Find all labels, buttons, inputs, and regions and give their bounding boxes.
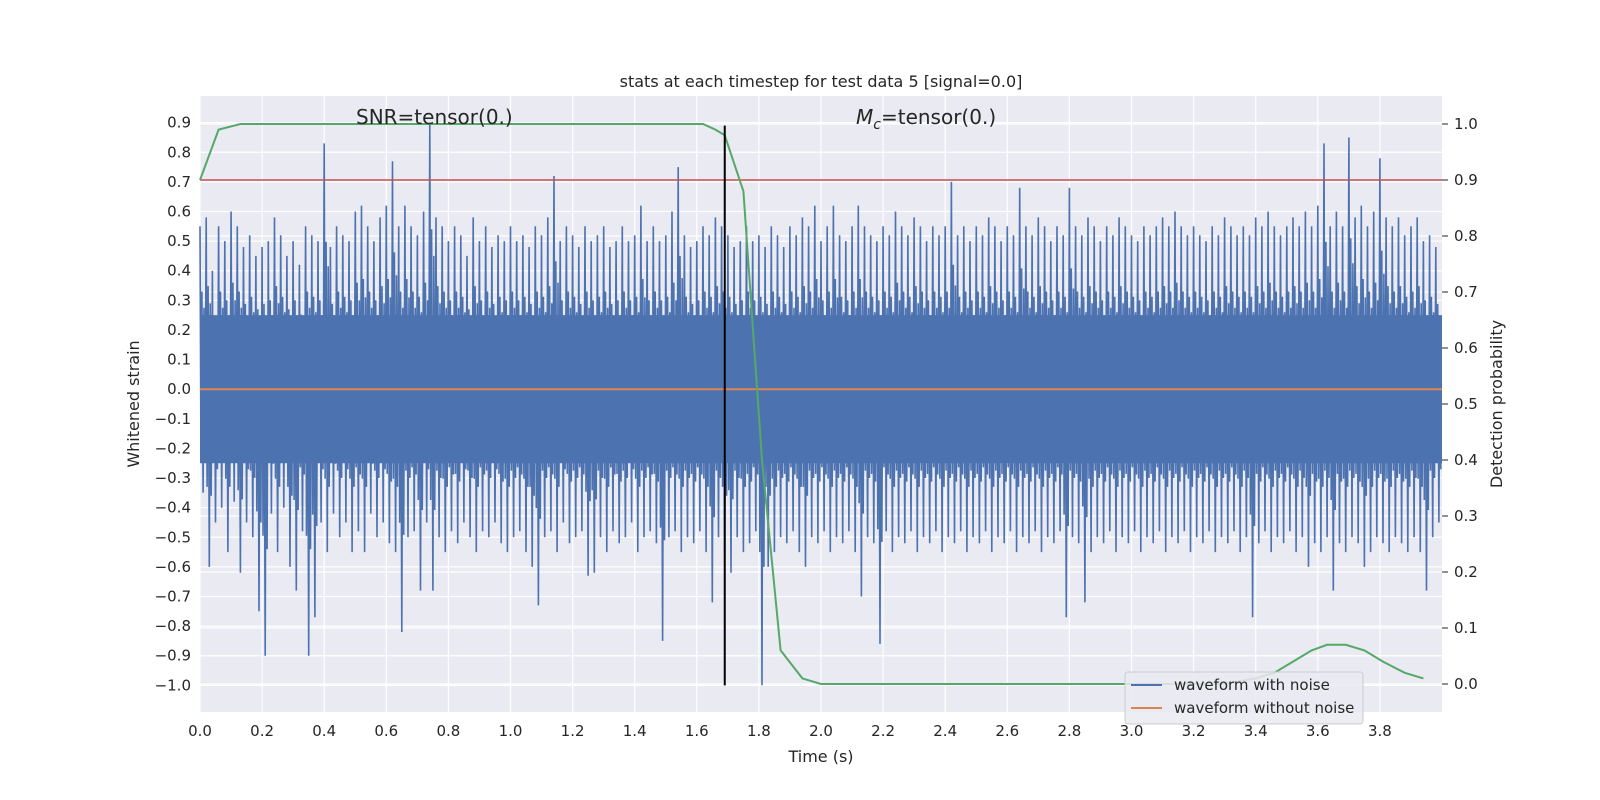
y2-tick-label-7: 0.3 bbox=[1454, 507, 1478, 525]
y-tick-label-10: −0.1 bbox=[155, 410, 191, 428]
x-tick-label-14: 2.8 bbox=[1057, 722, 1081, 740]
x-tick-label-2: 0.4 bbox=[312, 722, 336, 740]
x-tick-label-15: 3.0 bbox=[1120, 722, 1144, 740]
x-tick-label-11: 2.2 bbox=[871, 722, 895, 740]
x-tick-label-6: 1.2 bbox=[561, 722, 585, 740]
series-layer bbox=[199, 122, 1442, 686]
y2-axis-ticks: 1.0 0.9 0.8 0.7 0.6 0.5 0.4 0.3 0.2 0.1 0.0 bbox=[1442, 115, 1478, 693]
y2-axis-label: Detection probability bbox=[1487, 320, 1506, 488]
x-axis-ticks: 0.0 0.2 0.4 0.6 0.8 1.0 1.2 1.4 1.6 1.8 2.0 2.2 2.4 2… bbox=[188, 722, 1392, 740]
x-tick-label-8: 1.6 bbox=[685, 722, 709, 740]
y2-tick-label-8: 0.2 bbox=[1454, 563, 1478, 581]
y-tick-label-1: 0.8 bbox=[167, 143, 191, 161]
x-tick-label-10: 2.0 bbox=[809, 722, 833, 740]
y-tick-label-0: 0.9 bbox=[167, 114, 191, 132]
mc-subscript: c bbox=[873, 117, 881, 133]
series-waveform-with-noise bbox=[199, 122, 1442, 686]
y-tick-label-9: 0.0 bbox=[167, 380, 191, 398]
y2-tick-label-3: 0.7 bbox=[1454, 283, 1478, 301]
x-tick-label-9: 1.8 bbox=[747, 722, 771, 740]
mc-annotation: Mc=tensor(0.) bbox=[856, 105, 996, 133]
y-tick-label-5: 0.4 bbox=[167, 262, 191, 280]
y-tick-label-7: 0.2 bbox=[167, 321, 191, 339]
y2-tick-label-2: 0.8 bbox=[1454, 227, 1478, 245]
x-tick-label-17: 3.4 bbox=[1244, 722, 1268, 740]
legend-label-noise: waveform with noise bbox=[1174, 676, 1330, 694]
chart-title: stats at each timestep for test data 5 [… bbox=[620, 72, 1023, 91]
mc-symbol: M bbox=[856, 105, 873, 129]
y-tick-label-16: −0.7 bbox=[155, 588, 191, 606]
y-tick-label-3: 0.6 bbox=[167, 203, 191, 221]
snr-annotation: SNR=tensor(0.) bbox=[356, 105, 513, 129]
x-tick-label-19: 3.8 bbox=[1368, 722, 1392, 740]
x-tick-label-18: 3.6 bbox=[1306, 722, 1330, 740]
x-axis-label: Time (s) bbox=[787, 747, 853, 766]
y2-tick-label-1: 0.9 bbox=[1454, 171, 1478, 189]
y-tick-label-12: −0.3 bbox=[155, 469, 191, 487]
x-tick-label-16: 3.2 bbox=[1182, 722, 1206, 740]
y-tick-label-4: 0.5 bbox=[167, 232, 191, 250]
y2-tick-label-5: 0.5 bbox=[1454, 395, 1478, 413]
y-tick-label-17: −0.8 bbox=[155, 617, 191, 635]
y-axis-label: Whitened strain bbox=[124, 340, 143, 467]
x-tick-label-3: 0.6 bbox=[374, 722, 398, 740]
x-tick-label-13: 2.6 bbox=[995, 722, 1019, 740]
legend-box bbox=[1124, 671, 1364, 725]
y-tick-label-11: −0.2 bbox=[155, 439, 191, 457]
y-axis-ticks: 0.9 0.8 0.7 0.6 0.5 0.4 0.3 0.2 0.1 0.0 −0.1 −0.2 −0… bbox=[155, 114, 191, 695]
x-tick-label-7: 1.4 bbox=[623, 722, 647, 740]
y-tick-label-13: −0.4 bbox=[155, 499, 191, 517]
mc-value: =tensor(0.) bbox=[881, 105, 996, 129]
y2-tick-label-0: 1.0 bbox=[1454, 115, 1478, 133]
x-tick-label-4: 0.8 bbox=[436, 722, 460, 740]
y2-tick-label-6: 0.4 bbox=[1454, 451, 1478, 469]
y2-tick-label-9: 0.1 bbox=[1454, 619, 1478, 637]
y-tick-label-19: −1.0 bbox=[155, 676, 191, 694]
y-tick-label-2: 0.7 bbox=[167, 173, 191, 191]
y-tick-label-8: 0.1 bbox=[167, 351, 191, 369]
x-tick-label-12: 2.4 bbox=[933, 722, 957, 740]
y-tick-label-15: −0.6 bbox=[155, 558, 191, 576]
legend: waveform with noise waveform without noi… bbox=[1124, 671, 1364, 725]
y2-tick-label-4: 0.6 bbox=[1454, 339, 1478, 357]
y-tick-label-6: 0.3 bbox=[167, 291, 191, 309]
x-tick-label-5: 1.0 bbox=[499, 722, 523, 740]
x-tick-label-1: 0.2 bbox=[250, 722, 274, 740]
legend-label-clean: waveform without noise bbox=[1174, 699, 1354, 717]
y2-tick-label-10: 0.0 bbox=[1454, 675, 1478, 693]
y-tick-label-14: −0.5 bbox=[155, 528, 191, 546]
x-tick-label-0: 0.0 bbox=[188, 722, 212, 740]
y-tick-label-18: −0.9 bbox=[155, 647, 191, 665]
